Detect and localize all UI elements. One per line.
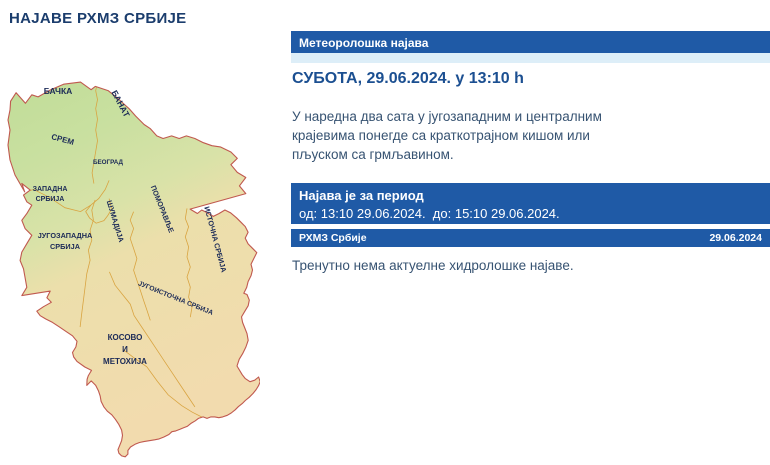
svg-text:И: И bbox=[122, 345, 128, 354]
svg-text:БАЧКА: БАЧКА bbox=[44, 86, 73, 96]
svg-text:КОСОВО: КОСОВО bbox=[108, 333, 143, 342]
svg-text:СРБИЈА: СРБИЈА bbox=[50, 242, 81, 251]
svg-text:БЕОГРАД: БЕОГРАД bbox=[93, 159, 124, 166]
svg-text:СРБИЈА: СРБИЈА bbox=[36, 196, 65, 203]
svg-text:ЈУГОЗАПАДНА: ЈУГОЗАПАДНА bbox=[38, 231, 93, 240]
svg-text:ЗАПАДНА: ЗАПАДНА bbox=[33, 186, 68, 193]
svg-text:МЕТОХИЈА: МЕТОХИЈА bbox=[103, 357, 147, 366]
